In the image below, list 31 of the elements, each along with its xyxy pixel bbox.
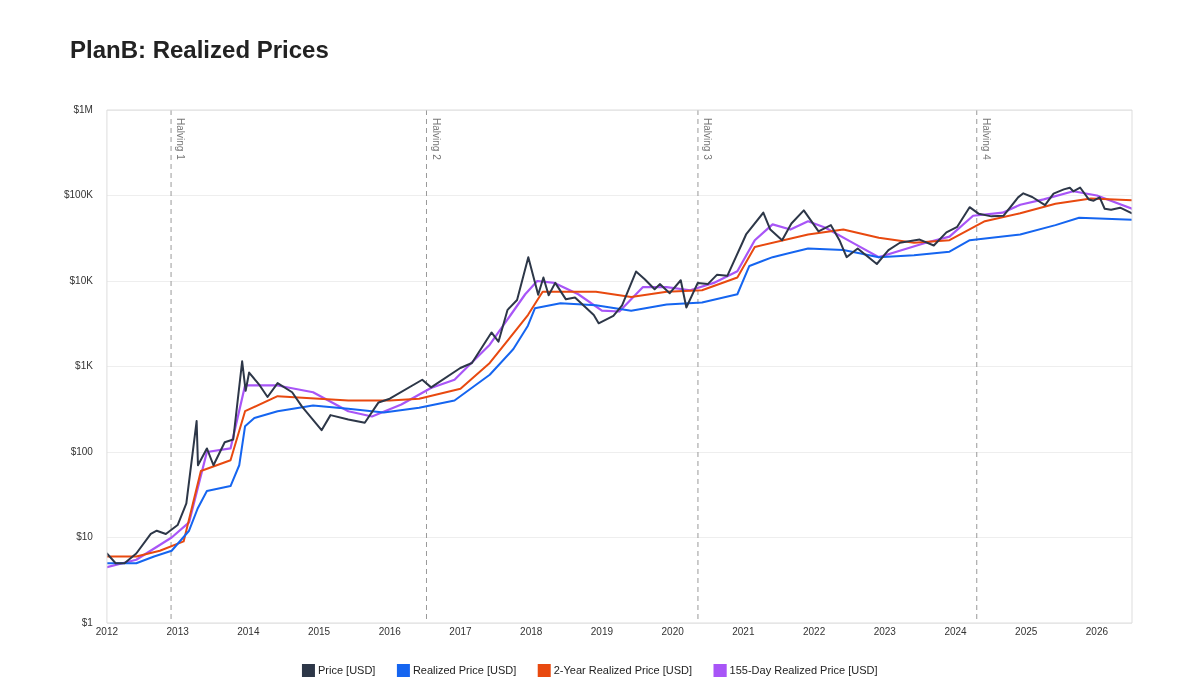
y-tick-label: $1K — [75, 360, 94, 372]
x-tick-label: 2021 — [732, 625, 755, 637]
x-tick-label: 2015 — [307, 625, 331, 637]
legend-label: 2-Year Realized Price [USD] — [553, 663, 693, 676]
x-tick-label: 2018 — [520, 625, 543, 637]
ref-line-label: Halving 1 — [175, 118, 187, 161]
ref-line-label: Halving 4 — [981, 118, 993, 161]
x-tick-label: 2013 — [166, 625, 190, 637]
ref-line-label: Halving 3 — [702, 118, 714, 161]
y-tick-label: $1M — [73, 103, 93, 115]
y-tick-label: $10K — [69, 274, 94, 286]
chart-title: PlanB: Realized Prices — [70, 36, 329, 64]
x-tick-label: 2024 — [944, 625, 968, 637]
x-tick-label: 2026 — [1085, 625, 1109, 637]
x-tick-label: 2022 — [802, 625, 826, 637]
x-tick-label: 2023 — [873, 625, 897, 637]
x-tick-label: 2017 — [449, 625, 473, 637]
y-tick-label: $100K — [63, 189, 94, 201]
legend-label: 155-Day Realized Price [USD] — [729, 663, 878, 676]
y-tick-label: $10 — [76, 531, 94, 543]
legend-label: Realized Price [USD] — [412, 663, 517, 676]
x-tick-label: 2012 — [95, 625, 119, 637]
y-tick-label: $100 — [70, 445, 94, 457]
x-tick-label: 2020 — [661, 625, 685, 637]
x-tick-label: 2016 — [378, 625, 402, 637]
ref-line-label: Halving 2 — [430, 118, 442, 161]
legend-label: Price [USD] — [317, 663, 376, 676]
y-tick-label: $1 — [81, 616, 94, 628]
x-tick-label: 2014 — [237, 625, 260, 637]
x-tick-label: 2025 — [1015, 625, 1038, 637]
x-tick-label: 2019 — [590, 625, 614, 637]
